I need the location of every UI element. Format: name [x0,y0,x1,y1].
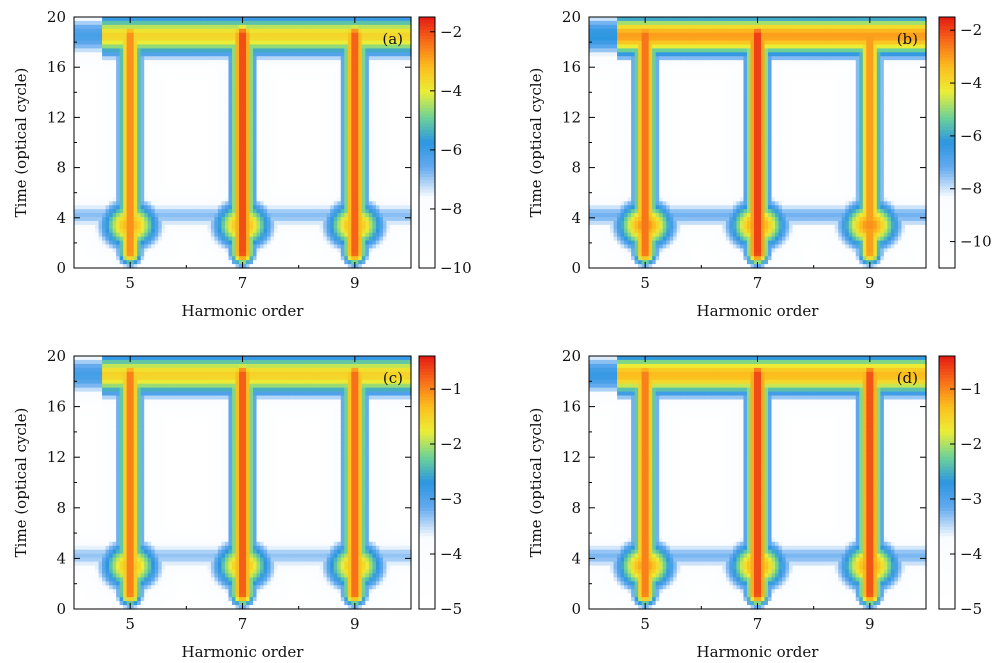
colorbar-tick-label: −6 [960,127,982,145]
heatmap-cells [589,356,927,610]
colorbar-frame [418,16,436,269]
y-axis-label: Time (optical cycle) [12,68,30,218]
colorbar-tick-label: −6 [440,141,462,159]
y-tick-label: 12 [562,448,581,466]
x-axis-label: Harmonic order [182,302,305,320]
heatmap-cells [74,356,412,610]
colorbar-tick-label: −2 [440,435,462,453]
colorbar-tick-label: −10 [440,259,472,277]
y-tick-label: 20 [562,347,581,365]
x-tick-label: 7 [238,615,248,633]
y-tick-label: 16 [47,398,66,416]
y-tick-label: 20 [47,347,66,365]
colorbar-tick-label: −1 [960,380,982,398]
colorbar-frame [418,355,436,610]
panel-3: 5 7 9 0 4 8 12 16 20 Harmonic order Time (optical … [527,347,982,661]
y-tick-label: 0 [56,600,66,618]
panel-2: 5 7 9 0 4 8 12 16 20 Harmonic order Time (optical … [12,347,462,661]
colorbar-tick-label: −5 [440,600,462,618]
colorbar: −2 −4 −6 −8 −10 [418,16,472,277]
colorbar: −2 −4 −6 −8 −10 [938,16,992,269]
panel-label: (c) [383,369,403,387]
x-axis-label: Harmonic order [182,643,305,661]
y-tick-label: 4 [56,209,66,227]
panel-0: 5 7 9 0 4 8 12 16 20 Harmonic order Time (optical … [12,8,472,320]
y-tick-label: 12 [47,448,66,466]
x-tick-label: 9 [350,274,360,292]
x-tick-label: 7 [753,615,763,633]
colorbar-tick-label: −5 [960,600,982,618]
y-tick-label: 8 [571,499,581,517]
y-axis-label: Time (optical cycle) [12,408,30,558]
y-tick-label: 8 [571,159,581,177]
colorbar: −1 −2 −3 −4 −5 [938,355,982,618]
colorbar-tick-label: −3 [440,490,462,508]
colorbar-tick-label: −2 [440,23,462,41]
x-tick-label: 7 [238,274,248,292]
x-tick-label: 5 [640,274,650,292]
panel-label: (b) [897,30,918,48]
colorbar-tick-label: −4 [440,82,462,100]
x-tick-label: 9 [865,274,875,292]
x-axis-label: Harmonic order [697,302,820,320]
y-tick-label: 0 [56,259,66,277]
panel-label: (a) [382,30,403,48]
x-tick-label: 9 [865,615,875,633]
y-tick-label: 20 [562,8,581,26]
colorbar-tick-label: −3 [960,490,982,508]
y-tick-label: 16 [47,58,66,76]
colorbar: −1 −2 −3 −4 −5 [418,355,462,618]
y-axis-label: Time (optical cycle) [527,68,545,218]
x-tick-label: 5 [640,615,650,633]
y-tick-label: 4 [571,549,581,567]
x-tick-label: 7 [753,274,763,292]
colorbar-tick-label: −4 [960,545,982,563]
colorbar-tick-label: −4 [960,74,982,92]
y-tick-label: 12 [47,108,66,126]
heatmap-cells [589,17,927,269]
panel-label: (d) [897,369,918,387]
colorbar-tick-label: −4 [440,545,462,563]
x-tick-label: 5 [125,274,135,292]
y-tick-label: 4 [56,549,66,567]
x-axis-label: Harmonic order [697,643,820,661]
y-tick-label: 16 [562,398,581,416]
panel-1: 5 7 9 0 4 8 12 16 20 Harmonic order Time (optical … [527,8,992,320]
colorbar-tick-label: −1 [440,380,462,398]
colorbar-frame [938,16,956,269]
x-tick-label: 9 [350,615,360,633]
y-tick-label: 12 [562,108,581,126]
colorbar-frame [938,355,956,610]
y-tick-label: 4 [571,209,581,227]
y-tick-label: 20 [47,8,66,26]
colorbar-tick-label: −2 [960,435,982,453]
y-axis-label: Time (optical cycle) [527,408,545,558]
y-tick-label: 8 [56,499,66,517]
colorbar-tick-label: −2 [960,21,982,39]
y-tick-label: 8 [56,159,66,177]
colorbar-tick-label: −8 [440,200,462,218]
y-tick-label: 0 [571,600,581,618]
colorbar-tick-label: −10 [960,233,992,251]
x-tick-label: 5 [125,615,135,633]
y-tick-label: 16 [562,58,581,76]
y-tick-label: 0 [571,259,581,277]
colorbar-tick-label: −8 [960,180,982,198]
heatmap-cells [74,17,412,269]
